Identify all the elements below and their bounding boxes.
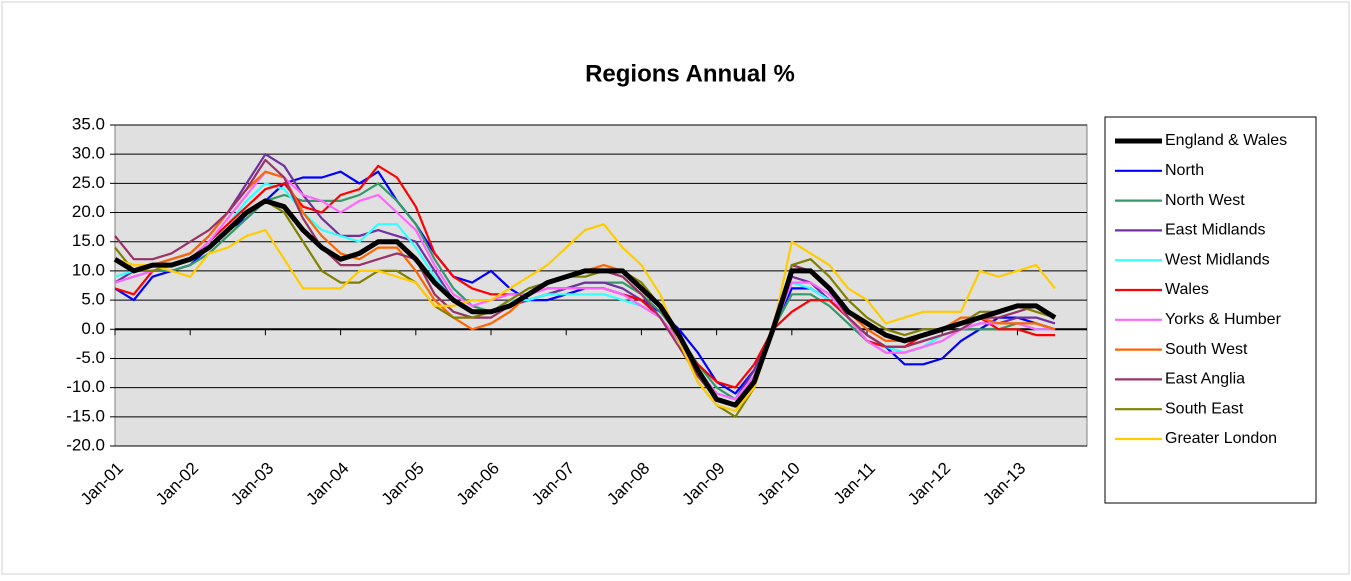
- y-tick-label: -10.0: [66, 377, 105, 396]
- y-tick-label: 5.0: [81, 290, 105, 309]
- legend-label: South East: [1165, 400, 1244, 417]
- plot-area: [114, 124, 1088, 447]
- y-tick-label: 20.0: [72, 202, 105, 221]
- legend-label: Wales: [1165, 281, 1209, 298]
- y-tick-label: 15.0: [72, 231, 105, 250]
- legend-label: South West: [1165, 341, 1248, 358]
- legend-label: East Midlands: [1165, 222, 1266, 239]
- legend-label: North West: [1165, 192, 1245, 209]
- legend-label: England & Wales: [1165, 132, 1287, 149]
- legend-label: West Midlands: [1165, 251, 1270, 268]
- chart-title: Regions Annual %: [585, 60, 795, 87]
- legend-label: Greater London: [1165, 430, 1277, 447]
- y-tick-label: 35.0: [72, 114, 105, 133]
- series-line: [113, 198, 1057, 408]
- series-line: [114, 182, 1055, 401]
- y-tick-label: 0.0: [81, 319, 105, 338]
- series-line: [114, 223, 1056, 413]
- y-tick-label: 10.0: [72, 260, 105, 279]
- y-tick-label: -20.0: [66, 435, 105, 454]
- y-tick-label: -15.0: [66, 406, 105, 425]
- legend-label: North: [1165, 162, 1204, 179]
- legend-label: East Anglia: [1165, 371, 1245, 388]
- y-tick-label: 30.0: [72, 144, 105, 163]
- legend-label: Yorks & Humber: [1165, 311, 1282, 328]
- y-tick-label: -5.0: [76, 348, 105, 367]
- y-tick-label: 25.0: [72, 173, 105, 192]
